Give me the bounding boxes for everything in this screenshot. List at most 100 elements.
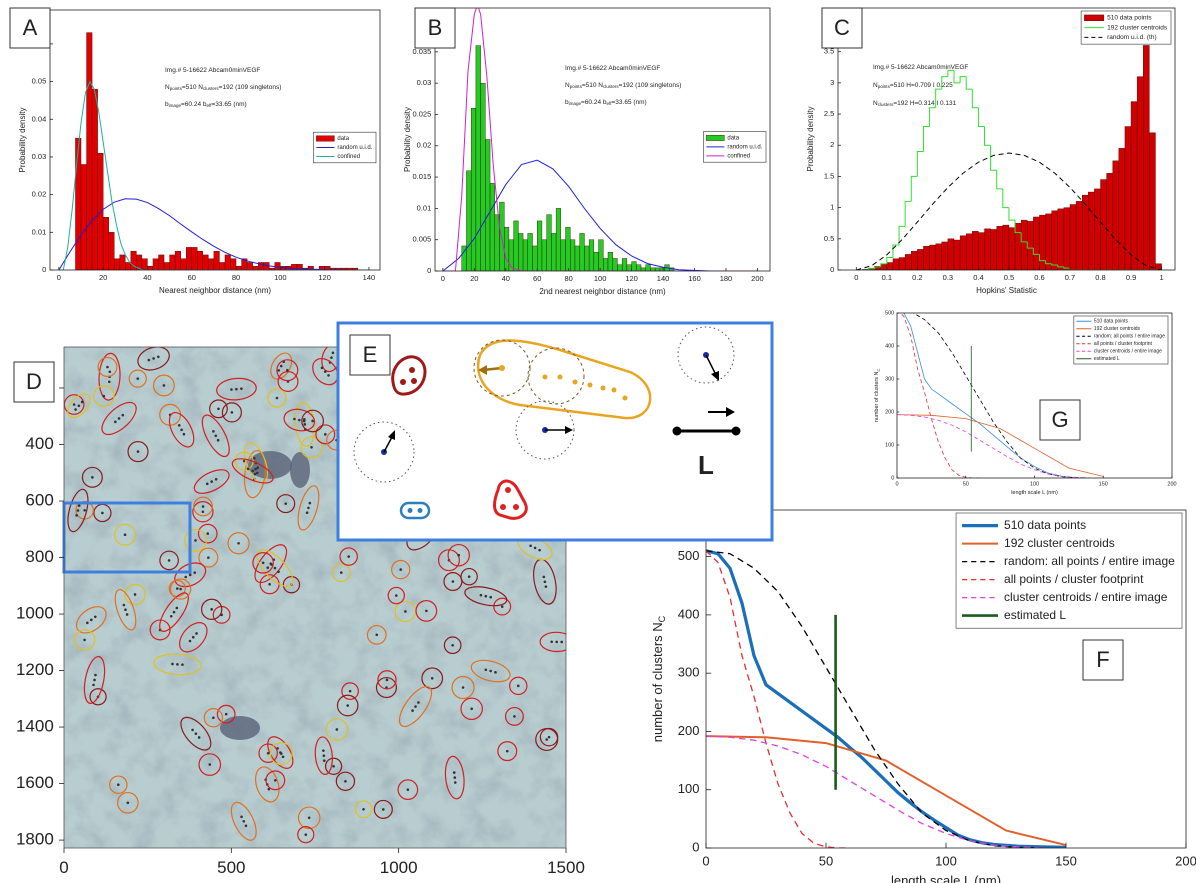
y-tick-label: 0.03 (32, 152, 47, 161)
bar (570, 239, 576, 271)
point (385, 678, 389, 682)
line (706, 550, 850, 848)
point (107, 380, 111, 384)
y-tick-label: 0.035 (412, 47, 431, 56)
bar (489, 183, 495, 271)
bar (947, 238, 955, 270)
y-tick-label: 0 (42, 265, 46, 274)
point (124, 608, 127, 612)
point (505, 487, 511, 493)
cluster-outline (127, 441, 149, 463)
point (467, 575, 471, 578)
subscript: image (169, 103, 182, 108)
bar (617, 264, 623, 271)
cluster-outline (314, 736, 333, 775)
point (587, 382, 593, 388)
subscript: clusters (878, 102, 894, 107)
arrow-head (711, 371, 719, 381)
bar (574, 245, 580, 271)
bar (163, 262, 170, 270)
cluster-outline (254, 766, 280, 803)
bar (119, 254, 126, 270)
text-part: =192 (109 singletons) (219, 84, 282, 91)
point (92, 683, 95, 687)
point (205, 482, 209, 486)
bar (180, 258, 187, 270)
y-tick-label: 800 (25, 547, 53, 566)
y-tick-label: 0.04 (32, 114, 47, 123)
x-tick-label: 0.7 (1065, 273, 1075, 282)
point (217, 407, 220, 411)
subscript: eff (207, 103, 213, 108)
point (206, 532, 210, 535)
panel-label: E (363, 342, 378, 367)
step (910, 175, 918, 202)
cluster-outline (270, 352, 293, 380)
subscript: points (570, 84, 583, 89)
legend-label: 510 data points (1107, 15, 1152, 22)
point (175, 587, 179, 590)
point (281, 755, 285, 759)
point (543, 580, 547, 584)
bar (935, 243, 942, 270)
y-tick-label: 1400 (16, 717, 54, 736)
bar (996, 226, 1004, 270)
legend-label: random u.i.d. (727, 144, 762, 150)
bar (1051, 210, 1058, 270)
point (167, 559, 171, 562)
y-axis-label: number of clusters NC (875, 369, 881, 423)
subscript: image (569, 101, 582, 106)
point (195, 632, 198, 635)
search-circle (515, 400, 575, 460)
x-tick-label: 200 (751, 274, 764, 283)
line (856, 152, 1162, 270)
bar (1124, 126, 1132, 270)
point (346, 704, 349, 707)
cluster-outline (114, 523, 137, 546)
cluster-outline (221, 402, 242, 423)
line (897, 414, 1104, 477)
point (268, 582, 271, 586)
bar (80, 164, 87, 270)
point (457, 553, 461, 557)
point (216, 438, 220, 442)
cluster-outline (391, 559, 411, 580)
cluster-outline (493, 597, 512, 616)
x-tick-label: 0.9 (1126, 273, 1136, 282)
y-tick-label: 200 (678, 723, 700, 738)
arrow-head (726, 407, 735, 417)
bar (191, 247, 198, 270)
y-tick-label: 0.01 (417, 203, 432, 212)
chart-panel: 02040608010012014000.010.020.030.040.050… (9, 7, 381, 295)
legend-label: data (337, 136, 349, 142)
legend-label: random u.i.d. (337, 145, 372, 151)
y-tick-label: 2 (830, 140, 834, 149)
point (230, 388, 233, 391)
bar (593, 252, 599, 271)
legend: data random u.i.d. confined (313, 131, 377, 164)
bar (147, 266, 154, 270)
step (1002, 188, 1009, 209)
line (902, 313, 1076, 478)
x-tick-label: 40 (502, 274, 510, 283)
y-tick-label: 500 (678, 548, 700, 563)
cluster-outline (277, 371, 299, 392)
cluster-outline (152, 374, 175, 397)
x-axis-label: Hopkins' Statistic (976, 286, 1037, 295)
point (404, 610, 407, 613)
x-tick-label: 80 (565, 274, 573, 283)
bar (230, 258, 237, 270)
cluster-outline (98, 352, 121, 401)
bar (108, 232, 115, 270)
cluster-outline (256, 549, 294, 587)
point (93, 615, 97, 619)
point (274, 779, 277, 782)
x-tick-label: 200 (1167, 482, 1176, 488)
step (1014, 220, 1022, 234)
text-part: =33.65 (nm) (211, 101, 246, 108)
search-circle (353, 421, 415, 483)
bar (631, 261, 637, 271)
bar (1039, 214, 1046, 270)
bar (959, 235, 967, 270)
step (886, 257, 893, 264)
